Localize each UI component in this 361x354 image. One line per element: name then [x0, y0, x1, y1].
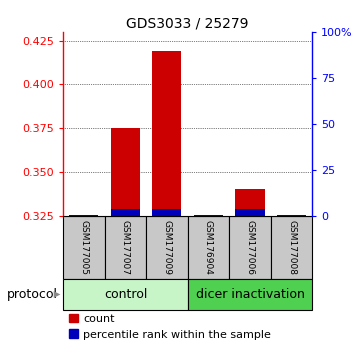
Bar: [152, 51, 182, 216]
Text: GSM177009: GSM177009: [162, 219, 171, 275]
Bar: [188, 279, 312, 310]
Bar: [111, 128, 140, 216]
Text: GSM177008: GSM177008: [287, 219, 296, 275]
Bar: [146, 216, 188, 279]
Text: GSM177005: GSM177005: [79, 219, 88, 275]
Bar: [235, 210, 265, 216]
Text: GSM177007: GSM177007: [121, 219, 130, 275]
Bar: [63, 279, 188, 310]
Text: control: control: [104, 288, 147, 301]
Bar: [69, 215, 99, 216]
Text: GSM177006: GSM177006: [245, 219, 255, 275]
Bar: [63, 216, 105, 279]
Text: GSM176904: GSM176904: [204, 220, 213, 275]
Title: GDS3033 / 25279: GDS3033 / 25279: [126, 17, 249, 31]
Bar: [152, 210, 182, 216]
Text: protocol: protocol: [7, 288, 58, 301]
Bar: [194, 215, 223, 216]
Bar: [229, 216, 271, 279]
Legend: count, percentile rank within the sample: count, percentile rank within the sample: [69, 314, 271, 339]
Bar: [105, 216, 146, 279]
Bar: [235, 189, 265, 216]
Bar: [111, 210, 140, 216]
Bar: [188, 216, 229, 279]
Bar: [277, 215, 306, 216]
Text: dicer inactivation: dicer inactivation: [196, 288, 304, 301]
Bar: [271, 216, 312, 279]
